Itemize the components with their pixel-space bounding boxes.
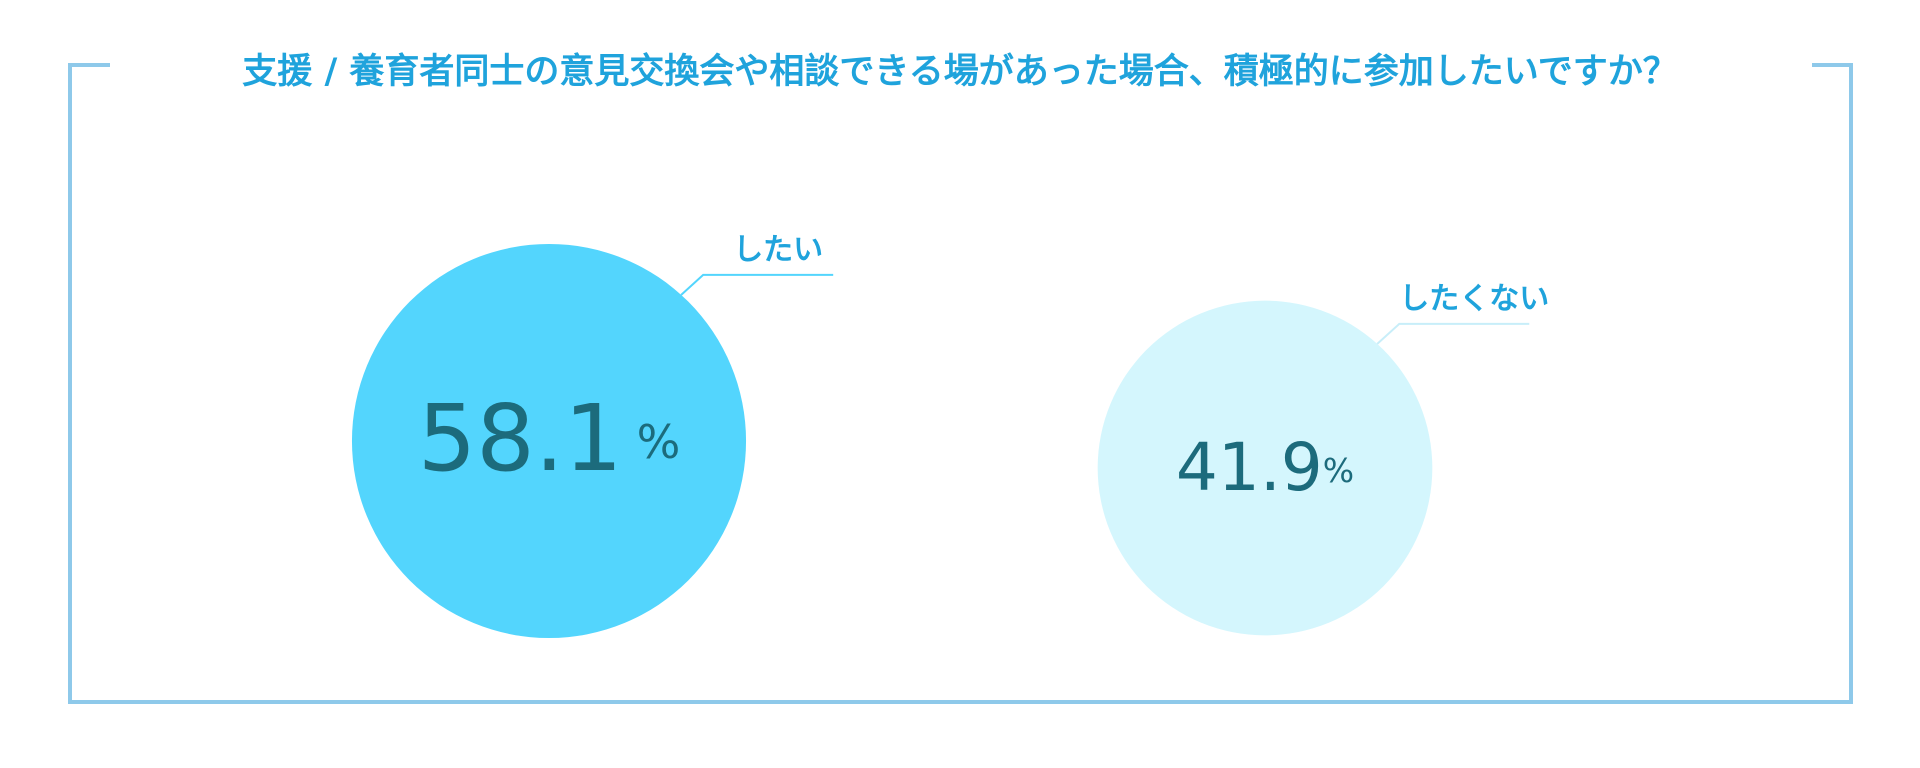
frame	[68, 63, 1853, 704]
value-label: 41.9%	[1176, 429, 1354, 506]
value-number: 41.9	[1176, 429, 1323, 506]
leader-line	[1376, 322, 1530, 345]
value-unit: %	[1323, 451, 1354, 490]
category-label: したい	[733, 232, 823, 267]
value-label: 58.1%	[418, 385, 681, 492]
leader-line	[680, 273, 834, 296]
bubble	[1097, 300, 1433, 636]
value-number: 58.1	[418, 385, 623, 492]
category-label: したくない	[1399, 281, 1549, 316]
chart-title: 支援 / 養育者同士の意見交換会や相談できる場があった場合、積極的に参加したいで…	[242, 51, 1677, 92]
value-unit: %	[637, 415, 681, 469]
bubble	[351, 243, 747, 639]
